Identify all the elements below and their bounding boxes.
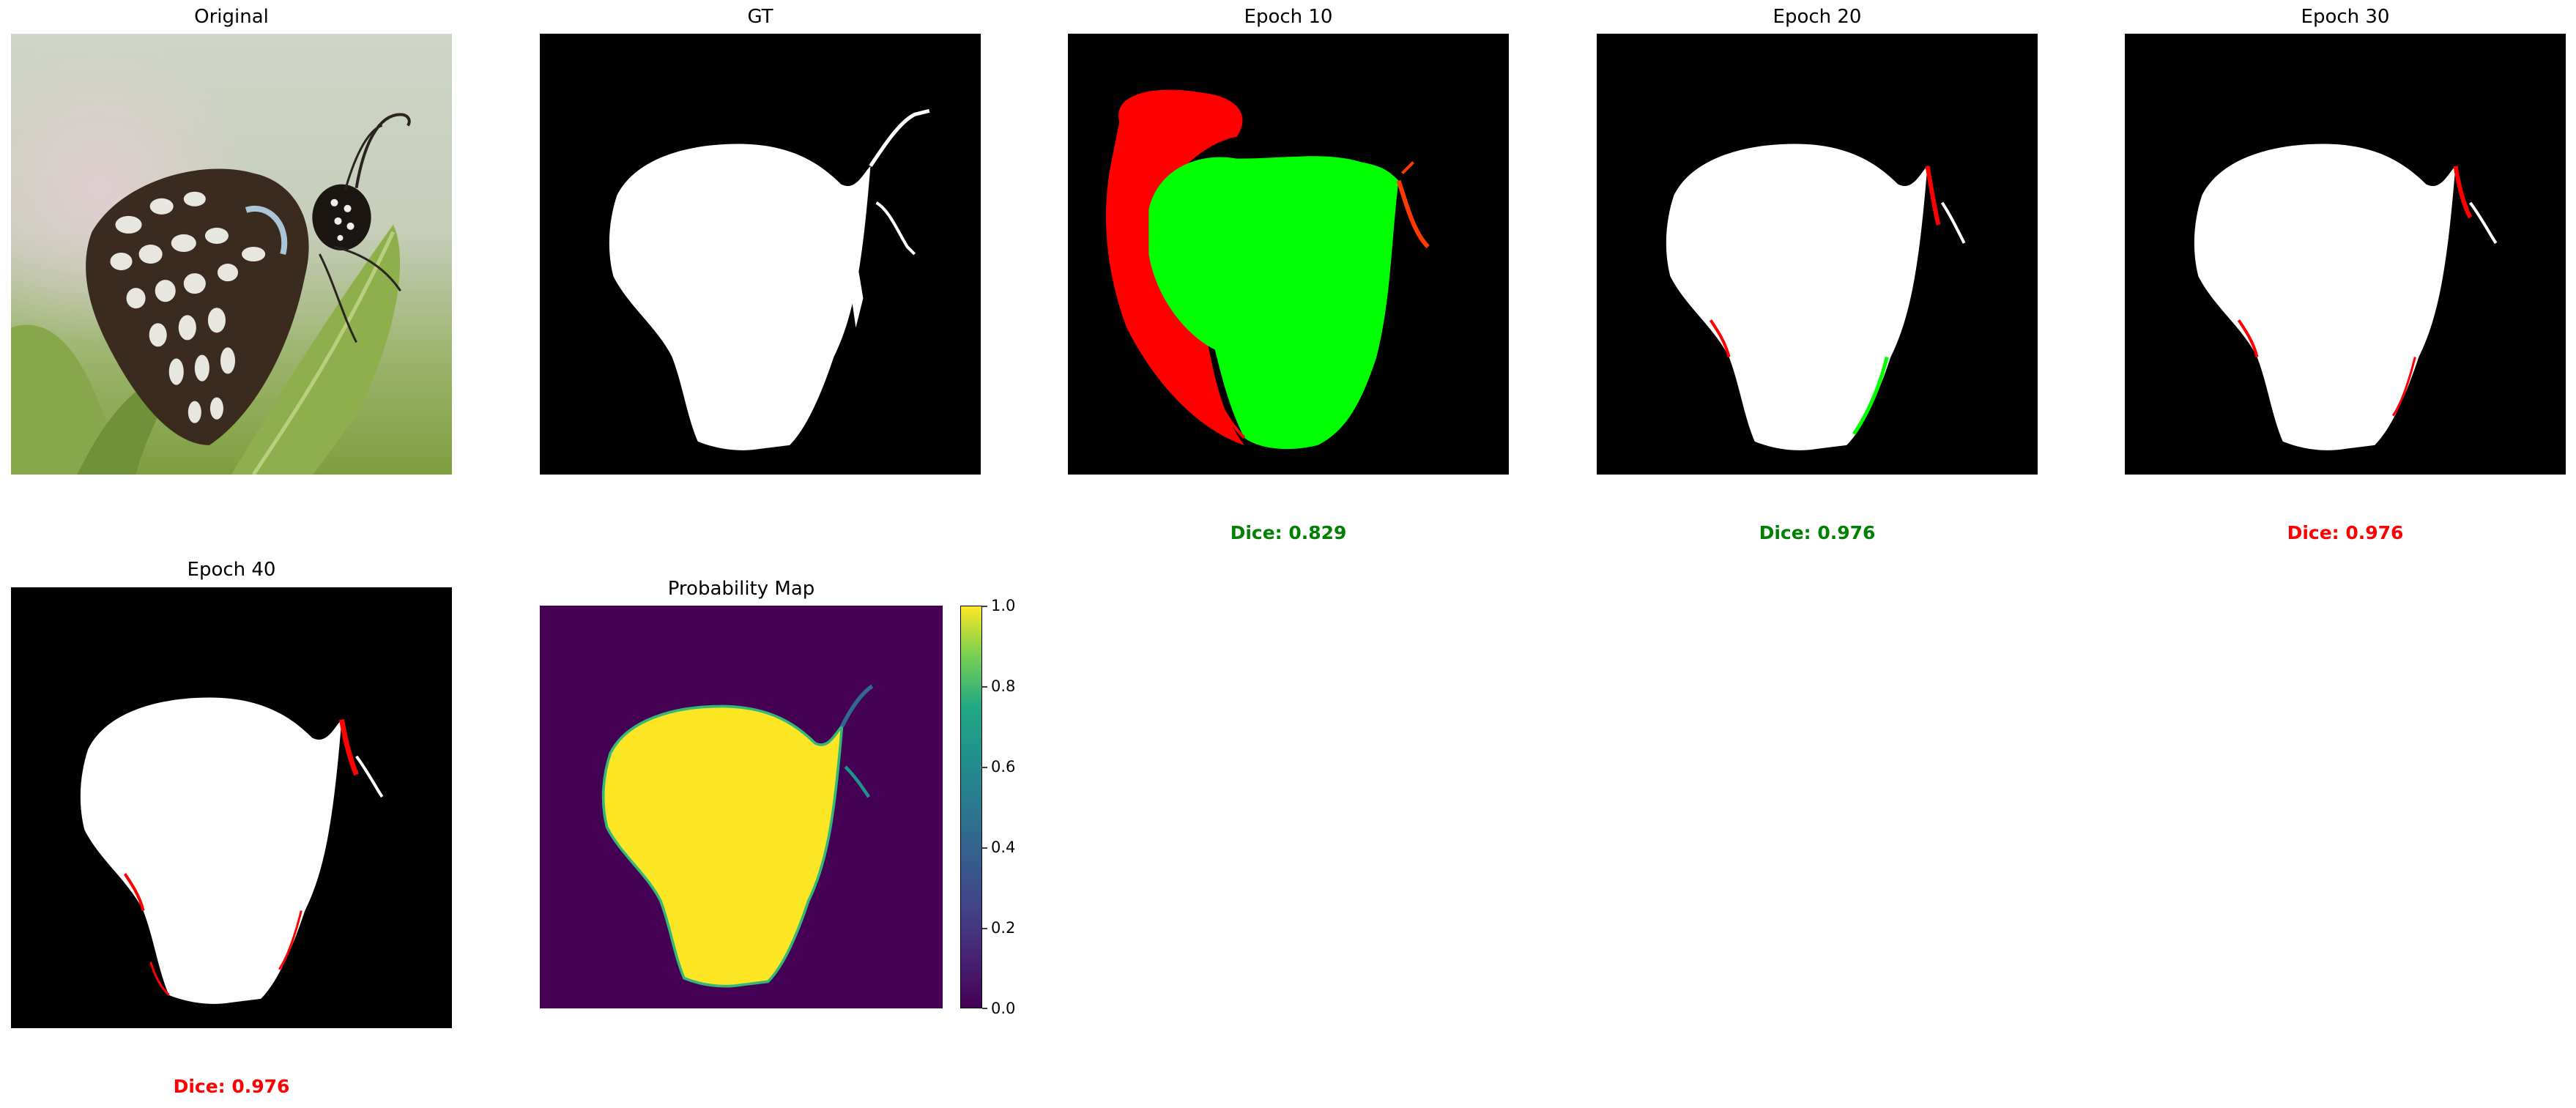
colorbar [960, 606, 982, 1008]
colorbar-tick-label: 0.8 [991, 677, 1016, 695]
dice-score-epoch20: Dice: 0.976 [1759, 522, 1876, 543]
original-image [11, 34, 452, 475]
colorbar-tick-label: 0.2 [991, 919, 1016, 937]
colorbar-tick-label: 0.0 [991, 1000, 1016, 1017]
epoch20-overlay [1597, 34, 2038, 475]
colorbar-tick-label: 0.4 [991, 839, 1016, 856]
panel-title-gt: GT [747, 6, 773, 28]
panel-title-epoch40: Epoch 40 [187, 559, 276, 581]
colorbar-ticks [982, 606, 988, 1009]
epoch30-overlay [2125, 34, 2566, 475]
colorbar-tick-label: 0.6 [991, 758, 1016, 776]
panel-title-epoch30: Epoch 30 [2301, 6, 2390, 28]
dice-score-epoch30: Dice: 0.976 [2287, 522, 2404, 543]
dice-score-epoch10: Dice: 0.829 [1230, 522, 1347, 543]
probability-map [540, 606, 943, 1008]
panel-title-epoch10: Epoch 10 [1244, 6, 1333, 28]
panel-title-epoch20: Epoch 20 [1773, 6, 1862, 28]
colorbar-tick-label: 1.0 [991, 597, 1016, 614]
panel-title-original: Original [194, 6, 269, 28]
epoch10-overlay [1068, 34, 1509, 475]
epoch40-overlay [11, 587, 452, 1028]
dice-score-epoch40: Dice: 0.976 [173, 1076, 290, 1097]
gt-mask [540, 34, 981, 475]
panel-title-prob-map: Probability Map [667, 578, 815, 600]
